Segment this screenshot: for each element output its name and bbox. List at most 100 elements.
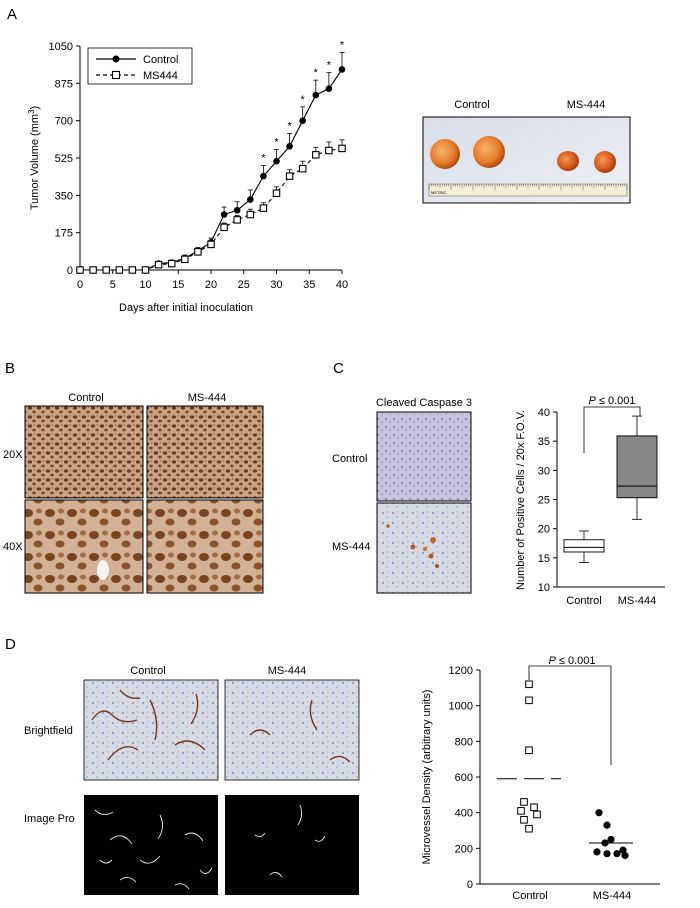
data-point bbox=[525, 746, 533, 755]
y-ticks: 0 175 350 525 700 875 1050 bbox=[49, 41, 80, 277]
panel-d-row-imagepro: Image Pro bbox=[24, 813, 75, 825]
data-point bbox=[286, 142, 293, 150]
tumor-control-1 bbox=[430, 139, 460, 169]
p-value-label: P ≤ 0.001 bbox=[588, 395, 635, 407]
y-axis-label: Number of Positive Cells / 20x F.O.V. bbox=[515, 410, 527, 590]
photo-label-ms444: MS-444 bbox=[567, 99, 606, 111]
series-control bbox=[76, 52, 346, 274]
data-point bbox=[76, 266, 84, 274]
panel-letter-b: B bbox=[5, 360, 15, 377]
box-control bbox=[563, 530, 605, 563]
caspase-control-image bbox=[376, 411, 472, 502]
ihc-vessel-lumen bbox=[97, 560, 109, 580]
y-axis-label: Tumor Volume (mm3) bbox=[27, 106, 41, 210]
legend-marker-control bbox=[112, 55, 120, 63]
significance-star: * bbox=[274, 136, 279, 148]
data-point bbox=[246, 210, 255, 219]
box-iqr bbox=[563, 539, 605, 553]
significance-star: * bbox=[261, 152, 266, 164]
p-value-label: P ≤ 0.001 bbox=[548, 655, 595, 667]
box-iqr bbox=[616, 435, 658, 499]
data-point bbox=[312, 91, 320, 99]
data-point bbox=[220, 223, 228, 232]
ruler-ticks bbox=[428, 184, 628, 190]
significance-star: * bbox=[314, 67, 319, 79]
significance-stars: * * * * * * * bbox=[261, 39, 345, 164]
brightfield-ms444 bbox=[224, 679, 360, 781]
significance-star: * bbox=[301, 94, 306, 106]
data-point bbox=[298, 164, 307, 173]
panel-b-row-40x: 40X bbox=[3, 541, 23, 553]
panel-letter-a: A bbox=[7, 6, 17, 23]
data-point bbox=[181, 255, 189, 264]
data-point bbox=[525, 696, 533, 705]
data-point bbox=[259, 204, 268, 212]
microvessel-density-chart: 0 200 400 600 800 1000 1200 Control MS-444 Mic… bbox=[421, 655, 660, 902]
y-tick-label: 10 bbox=[538, 582, 550, 594]
data-point bbox=[233, 216, 241, 224]
data-point bbox=[593, 848, 601, 856]
points-ms444 bbox=[589, 809, 633, 860]
ihc-control-20x bbox=[24, 405, 144, 499]
data-point bbox=[115, 266, 124, 274]
x-tick-label-control: Control bbox=[566, 595, 601, 607]
x-tick-label: 35 bbox=[303, 279, 315, 291]
data-point bbox=[154, 260, 163, 269]
significance-bracket bbox=[583, 406, 641, 453]
x-tick-label-control: Control bbox=[512, 890, 547, 902]
y-tick-label: 800 bbox=[455, 736, 473, 748]
imagepro-control bbox=[84, 795, 218, 895]
significance-bracket bbox=[528, 665, 612, 765]
data-point bbox=[525, 824, 533, 833]
data-point bbox=[260, 172, 267, 180]
legend-marker-ms444 bbox=[111, 70, 121, 80]
x-tick-label: 30 bbox=[270, 279, 282, 291]
x-tick-label: 15 bbox=[172, 279, 184, 291]
panel-b-row-20x: 20X bbox=[3, 449, 23, 461]
data-point bbox=[525, 680, 533, 689]
legend: Control MS444 bbox=[87, 47, 193, 85]
points bbox=[497, 680, 633, 860]
data-point bbox=[233, 206, 241, 214]
points-control bbox=[497, 680, 561, 833]
ihc-control-40x bbox=[24, 499, 144, 594]
data-point bbox=[167, 259, 176, 268]
legend-label-ms444: MS444 bbox=[143, 70, 178, 82]
x-tick-label: 5 bbox=[110, 279, 116, 291]
significance-star: * bbox=[287, 120, 292, 132]
y-tick-label: 525 bbox=[55, 153, 73, 165]
y-tick-label: 20 bbox=[538, 524, 550, 536]
y-tick-label: 175 bbox=[55, 228, 73, 240]
y-tick-label: 1050 bbox=[49, 41, 73, 53]
x-tick-label: 25 bbox=[238, 279, 250, 291]
y-tick-label: 15 bbox=[538, 553, 550, 565]
imagepro-vessels bbox=[94, 804, 326, 890]
panel-b-col-ms444: MS-444 bbox=[188, 392, 227, 404]
data-point bbox=[325, 85, 333, 92]
y-tick-label: 1000 bbox=[449, 701, 473, 713]
photo-label-control: Control bbox=[454, 99, 489, 111]
boxes bbox=[563, 415, 658, 563]
data-point bbox=[517, 807, 525, 815]
ihc-ms444-20x bbox=[146, 405, 264, 499]
significance-star: * bbox=[327, 60, 332, 72]
data-point bbox=[533, 810, 541, 819]
tumor-ms444-2 bbox=[594, 151, 616, 173]
x-tick-label-ms444: MS-444 bbox=[618, 595, 657, 607]
legend-box bbox=[87, 47, 193, 85]
ruler-label: METRIC bbox=[431, 190, 446, 195]
data-point bbox=[299, 117, 307, 124]
x-tick-label-ms444: MS-444 bbox=[593, 890, 632, 902]
y-tick-label: 1200 bbox=[449, 665, 473, 677]
data-point bbox=[207, 240, 215, 249]
series-group bbox=[76, 52, 346, 274]
caspase-positive-cells bbox=[386, 524, 439, 568]
y-tick-label: 600 bbox=[455, 772, 473, 784]
data-point bbox=[601, 839, 609, 847]
data-point bbox=[285, 172, 294, 180]
data-point bbox=[312, 151, 320, 159]
data-point bbox=[520, 798, 528, 806]
data-point bbox=[273, 157, 280, 165]
panel-c-row-ms444: MS-444 bbox=[332, 541, 371, 553]
data-point bbox=[128, 266, 137, 274]
